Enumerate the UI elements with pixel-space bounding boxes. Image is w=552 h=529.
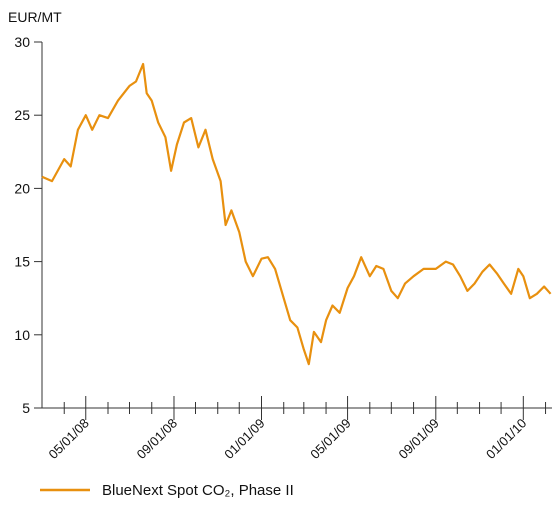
x-tick-label: 09/01/08: [134, 416, 180, 462]
data-line: [41, 62, 552, 366]
y-axis-label: EUR/MT: [8, 9, 62, 25]
legend-label: BlueNext Spot CO₂, Phase II: [102, 482, 294, 499]
x-tick-label: 01/01/09: [221, 416, 267, 462]
y-tick-label: 5: [22, 400, 30, 416]
x-tick-label: 05/01/09: [307, 416, 353, 462]
y-tick-label: 20: [14, 180, 30, 196]
y-tick-label: 30: [14, 34, 30, 50]
x-tick-label: 01/01/10: [483, 416, 529, 462]
x-tick-label: 05/01/08: [45, 416, 91, 462]
y-tick-label: 25: [14, 107, 30, 123]
x-tick-label: 09/01/09: [396, 416, 442, 462]
y-tick-label: 10: [14, 327, 30, 343]
y-tick-label: 15: [14, 254, 30, 270]
